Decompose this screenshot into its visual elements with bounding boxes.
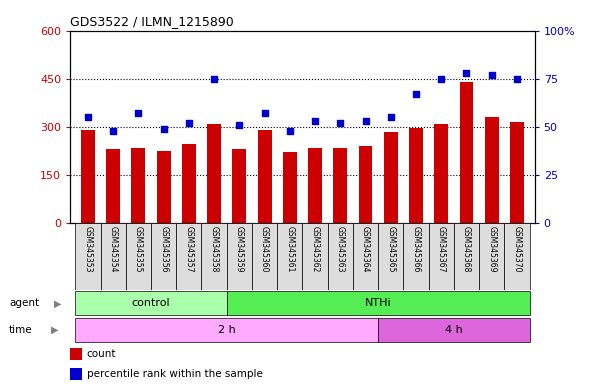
Bar	[485, 117, 499, 223]
Point	[184, 120, 194, 126]
FancyBboxPatch shape	[454, 223, 479, 290]
Bar	[156, 151, 170, 223]
Bar	[359, 146, 373, 223]
Bar	[81, 130, 95, 223]
Text: 2 h: 2 h	[218, 325, 236, 335]
FancyBboxPatch shape	[378, 318, 530, 343]
Text: count: count	[87, 349, 116, 359]
Bar	[182, 144, 196, 223]
Text: GSM345368: GSM345368	[462, 226, 471, 273]
Bar	[459, 82, 474, 223]
Point	[209, 76, 219, 82]
Bar	[308, 147, 322, 223]
Point	[360, 118, 370, 124]
FancyBboxPatch shape	[504, 223, 530, 290]
FancyBboxPatch shape	[202, 223, 227, 290]
Text: GSM345354: GSM345354	[109, 226, 118, 273]
Bar	[207, 124, 221, 223]
Text: percentile rank within the sample: percentile rank within the sample	[87, 369, 262, 379]
Text: 4 h: 4 h	[445, 325, 463, 335]
Text: GSM345355: GSM345355	[134, 226, 143, 273]
Text: GSM345364: GSM345364	[361, 226, 370, 273]
Text: GSM345357: GSM345357	[185, 226, 193, 273]
FancyBboxPatch shape	[126, 223, 151, 290]
Bar	[106, 149, 120, 223]
Text: GSM345356: GSM345356	[159, 226, 168, 273]
FancyBboxPatch shape	[101, 223, 126, 290]
FancyBboxPatch shape	[378, 223, 403, 290]
Text: agent: agent	[9, 298, 39, 308]
Point	[386, 114, 396, 120]
Point	[512, 76, 522, 82]
Bar	[70, 348, 82, 360]
Text: GSM345361: GSM345361	[285, 226, 295, 273]
FancyBboxPatch shape	[227, 223, 252, 290]
FancyBboxPatch shape	[277, 223, 302, 290]
Point	[108, 127, 118, 134]
FancyBboxPatch shape	[75, 291, 227, 316]
FancyBboxPatch shape	[75, 223, 101, 290]
FancyBboxPatch shape	[151, 223, 176, 290]
Text: NTHi: NTHi	[365, 298, 392, 308]
Point	[260, 110, 269, 116]
Point	[285, 127, 295, 134]
Point	[335, 120, 345, 126]
Bar	[131, 147, 145, 223]
Point	[487, 72, 497, 78]
Point	[411, 91, 421, 97]
FancyBboxPatch shape	[227, 291, 530, 316]
Point	[83, 114, 93, 120]
FancyBboxPatch shape	[327, 223, 353, 290]
FancyBboxPatch shape	[252, 223, 277, 290]
Text: GSM345353: GSM345353	[84, 226, 92, 273]
Text: GSM345370: GSM345370	[513, 226, 521, 273]
Bar	[510, 122, 524, 223]
Bar	[283, 152, 297, 223]
Text: GSM345367: GSM345367	[437, 226, 446, 273]
Bar	[434, 124, 448, 223]
Point	[134, 110, 144, 116]
Bar	[258, 130, 271, 223]
Point	[310, 118, 320, 124]
Text: GSM345369: GSM345369	[487, 226, 496, 273]
Bar	[232, 149, 246, 223]
Text: ▶: ▶	[51, 325, 59, 335]
Bar	[334, 147, 347, 223]
Bar	[70, 368, 82, 380]
Text: ▶: ▶	[54, 298, 62, 308]
Text: GSM345360: GSM345360	[260, 226, 269, 273]
Text: GDS3522 / ILMN_1215890: GDS3522 / ILMN_1215890	[70, 15, 234, 28]
Text: GSM345366: GSM345366	[412, 226, 420, 273]
FancyBboxPatch shape	[403, 223, 429, 290]
Text: GSM345363: GSM345363	[336, 226, 345, 273]
FancyBboxPatch shape	[353, 223, 378, 290]
FancyBboxPatch shape	[479, 223, 504, 290]
Text: GSM345359: GSM345359	[235, 226, 244, 273]
Point	[159, 126, 169, 132]
Point	[461, 70, 471, 76]
Point	[436, 76, 446, 82]
Text: time: time	[9, 325, 33, 335]
FancyBboxPatch shape	[302, 223, 327, 290]
Text: control: control	[132, 298, 170, 308]
Text: GSM345362: GSM345362	[310, 226, 320, 273]
FancyBboxPatch shape	[75, 318, 378, 343]
Text: GSM345358: GSM345358	[210, 226, 219, 273]
Point	[235, 122, 244, 128]
FancyBboxPatch shape	[176, 223, 202, 290]
Bar	[409, 128, 423, 223]
FancyBboxPatch shape	[429, 223, 454, 290]
Text: GSM345365: GSM345365	[386, 226, 395, 273]
Bar	[384, 131, 398, 223]
